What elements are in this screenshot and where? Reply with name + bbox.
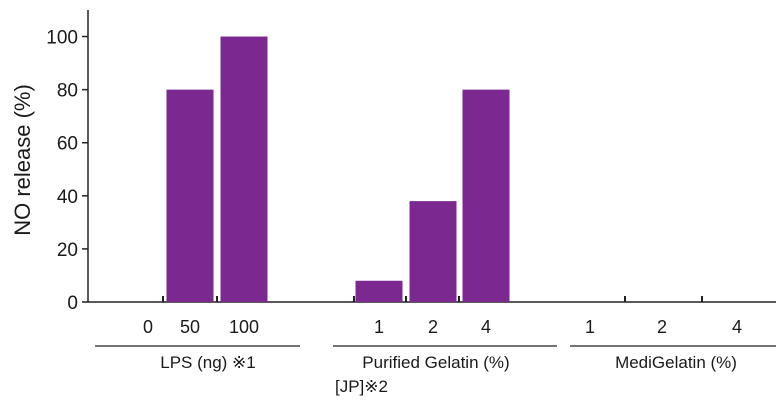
y-tick-label: 20 xyxy=(57,240,78,261)
y-tick-label: 0 xyxy=(67,293,78,314)
y-tick-label: 40 xyxy=(57,187,78,208)
bar-1-1 xyxy=(409,201,457,302)
category-label: 2 xyxy=(428,317,438,337)
category-label: 1 xyxy=(374,317,384,337)
category-label: 4 xyxy=(732,317,742,337)
group-label: [JP]※2 xyxy=(335,377,388,396)
group-label: MediGelatin (%) xyxy=(615,353,737,372)
category-label: 100 xyxy=(229,317,259,337)
category-label: 2 xyxy=(657,317,667,337)
category-label: 1 xyxy=(585,317,595,337)
category-label: 4 xyxy=(481,317,491,337)
group-label: LPS (ng) ※1 xyxy=(160,353,256,372)
bar-1-0 xyxy=(355,280,403,302)
y-axis-title: NO release (%) xyxy=(10,84,35,236)
bar-0-2 xyxy=(220,36,268,302)
category-label: 50 xyxy=(180,317,200,337)
y-tick-label: 100 xyxy=(46,28,78,49)
y-tick-label: 80 xyxy=(57,81,78,102)
y-tick-label: 60 xyxy=(57,134,78,155)
category-label: 0 xyxy=(143,317,153,337)
bar-1-2 xyxy=(462,89,510,303)
group-label: Purified Gelatin (%) xyxy=(362,353,509,372)
bar-0-1 xyxy=(166,89,214,303)
